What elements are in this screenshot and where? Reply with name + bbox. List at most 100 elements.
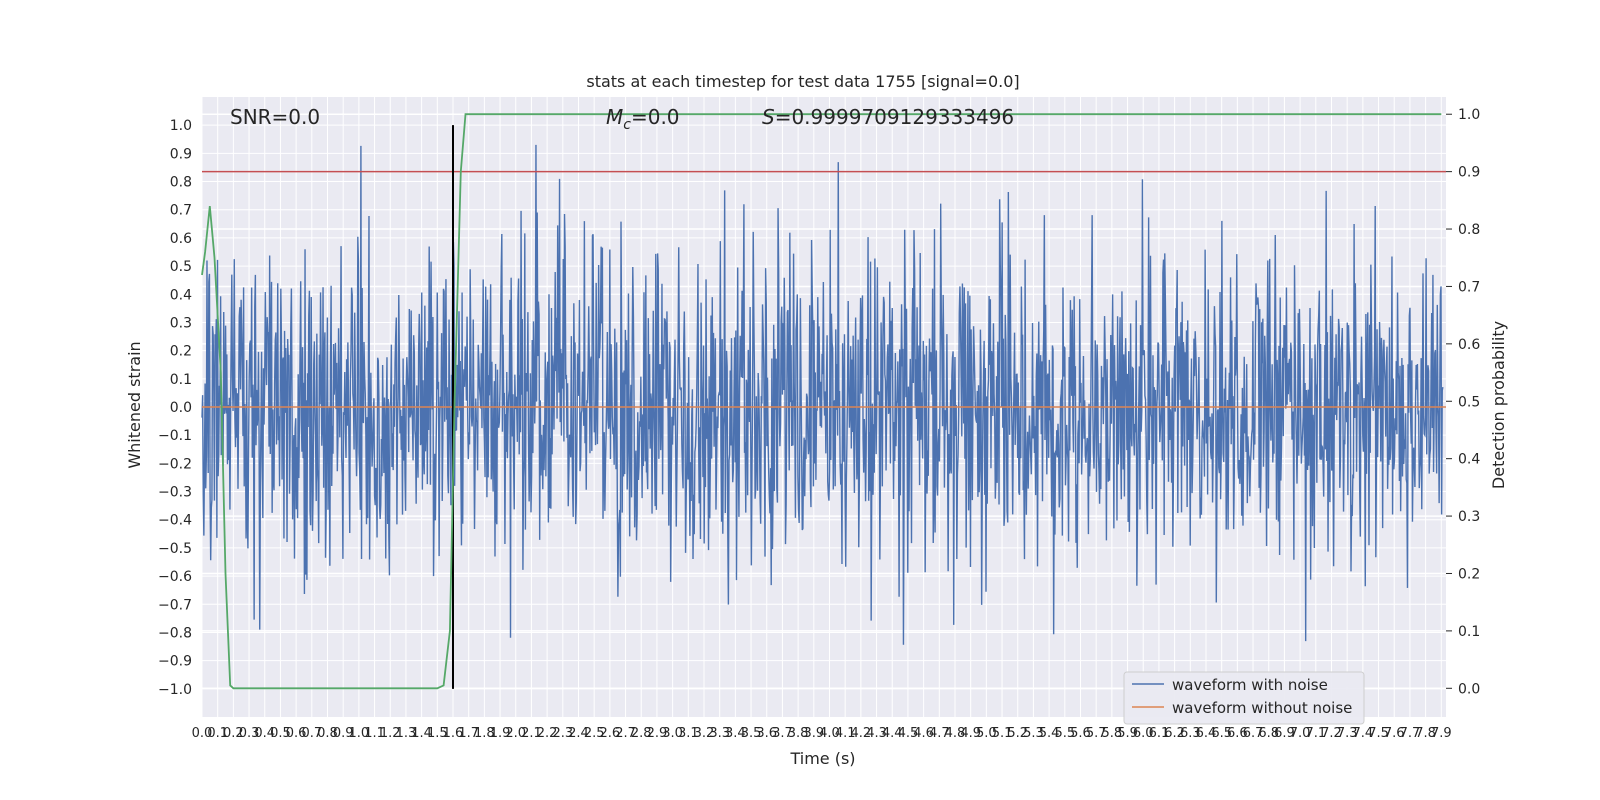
x-tick-label: 4.7 [929, 726, 950, 741]
x-tick-label: 3.7 [772, 726, 793, 741]
x-tick-label: 0.3 [239, 726, 260, 741]
legend-label-clean: waveform without noise [1172, 699, 1352, 717]
x-tick-label: 2.7 [615, 726, 636, 741]
y-tick-label-left: −0.7 [158, 597, 192, 613]
y-tick-label-right: 0.0 [1458, 681, 1480, 697]
snr-annotation: SNR=0.0 [230, 105, 320, 129]
x-tick-label: 4.2 [851, 726, 872, 741]
legend-label-noise: waveform with noise [1172, 676, 1328, 694]
x-tick-label: 0.4 [254, 726, 275, 741]
x-tick-label: 6.5 [1211, 726, 1232, 741]
x-tick-label: 7.1 [1305, 726, 1326, 741]
y-tick-label-left: −0.5 [158, 541, 192, 557]
x-tick-label: 2.5 [584, 726, 605, 741]
chart-title: stats at each timestep for test data 175… [586, 72, 1019, 91]
x-tick-label: 7.0 [1290, 726, 1311, 741]
y-tick-label-left: 0.6 [170, 231, 192, 247]
x-tick-label: 0.8 [317, 726, 338, 741]
x-tick-label: 2.9 [647, 726, 668, 741]
x-tick-label: 7.8 [1415, 726, 1436, 741]
x-tick-label: 3.1 [678, 726, 699, 741]
x-tick-label: 1.4 [411, 726, 432, 741]
y-tick-label-right: 0.9 [1458, 165, 1480, 181]
x-tick-label: 3.2 [694, 726, 715, 741]
x-tick-label: 0.7 [301, 726, 322, 741]
x-tick-label: 1.7 [458, 726, 479, 741]
y-tick-label-right: 1.0 [1458, 107, 1480, 123]
x-tick-label: 6.0 [1133, 726, 1154, 741]
x-tick-label: 4.5 [898, 726, 919, 741]
x-tick-label: 6.1 [1149, 726, 1170, 741]
x-tick-label: 3.8 [788, 726, 809, 741]
x-tick-label: 0.2 [223, 726, 244, 741]
x-tick-label: 2.8 [631, 726, 652, 741]
x-tick-label: 4.3 [866, 726, 887, 741]
x-tick-label: 2.6 [600, 726, 621, 741]
legend: waveform with noise waveform without noi… [1123, 671, 1365, 725]
x-tick-label: 5.5 [1054, 726, 1075, 741]
y-tick-label-left: 0.2 [170, 344, 192, 360]
x-tick-label: 7.5 [1368, 726, 1389, 741]
y-tick-label-left: 1.0 [170, 118, 192, 134]
y-tick-label-right: 0.8 [1458, 222, 1480, 238]
mc-annotation: Mc=0.0 [606, 105, 680, 133]
y-tick-label-left: −0.1 [158, 428, 192, 444]
y-tick-label-left: −0.3 [158, 485, 192, 501]
x-tick-label: 6.6 [1227, 726, 1248, 741]
waveform-with-noise-series [201, 144, 1444, 645]
detection-probability-line [201, 113, 1442, 690]
left-axis: 1.0 0.9 0.8 0.7 0.6 0.5 0.4 0.3 0.2 0.1 0.0 −0.1 −0.… [158, 118, 192, 698]
x-tick-label: 6.7 [1243, 726, 1264, 741]
y-tick-label-left: 0.5 [170, 259, 192, 275]
x-tick-label: 6.3 [1180, 726, 1201, 741]
x-tick-label: 3.5 [741, 726, 762, 741]
y-tick-label-left: −0.8 [158, 625, 192, 641]
y-tick-label-right: 0.6 [1458, 337, 1480, 353]
x-tick-label: 5.9 [1117, 726, 1138, 741]
x-tick-label: 1.1 [364, 726, 385, 741]
x-axis: 0.00.10.20.30.40.50.60.70.80.91.01.11.21… [192, 726, 1452, 741]
x-tick-label: 3.9 [803, 726, 824, 741]
x-tick-label: 4.6 [913, 726, 934, 741]
legend-box [1123, 671, 1365, 725]
y-tick-label-left: −0.4 [158, 513, 192, 529]
y-tick-label-left: −0.6 [158, 569, 192, 585]
y-tick-label-right: 0.5 [1458, 394, 1480, 410]
x-tick-label: 7.4 [1353, 726, 1374, 741]
noise-trace [201, 144, 1444, 645]
y-tick-label-right: 0.7 [1458, 279, 1480, 295]
y-tick-label-left: 0.7 [170, 203, 192, 219]
x-tick-label: 4.9 [960, 726, 981, 741]
x-tick-label: 7.3 [1337, 726, 1358, 741]
x-tick-label: 7.9 [1431, 726, 1452, 741]
y-tick-label-left: 0.9 [170, 146, 192, 162]
x-tick-label: 0.6 [286, 726, 307, 741]
x-tick-label: 2.1 [521, 726, 542, 741]
x-tick-label: 5.0 [976, 726, 997, 741]
x-tick-label: 4.0 [819, 726, 840, 741]
x-tick-label: 1.3 [396, 726, 417, 741]
x-tick-label: 6.9 [1274, 726, 1295, 741]
x-tick-label: 5.1 [992, 726, 1013, 741]
x-tick-label: 2.3 [552, 726, 573, 741]
x-tick-label: 2.4 [568, 726, 589, 741]
x-tick-label: 7.2 [1321, 726, 1342, 741]
y-tick-label-left: −0.2 [158, 456, 192, 472]
y-tick-label-left: 0.0 [170, 400, 192, 416]
x-tick-label: 0.0 [192, 726, 213, 741]
x-tick-label: 0.5 [270, 726, 291, 741]
x-tick-label: 1.9 [490, 726, 511, 741]
y-tick-label-left: 0.3 [170, 315, 192, 331]
x-tick-label: 7.6 [1384, 726, 1405, 741]
x-tick-label: 7.7 [1400, 726, 1421, 741]
x-tick-label: 1.5 [427, 726, 448, 741]
x-tick-label: 1.8 [474, 726, 495, 741]
y-tick-label-left: 0.8 [170, 175, 192, 191]
x-tick-label: 5.6 [1070, 726, 1091, 741]
x-tick-label: 5.3 [1023, 726, 1044, 741]
x-tick-label: 5.8 [1102, 726, 1123, 741]
x-tick-label: 6.8 [1258, 726, 1279, 741]
x-tick-label: 5.7 [1086, 726, 1107, 741]
x-tick-label: 2.0 [505, 726, 526, 741]
